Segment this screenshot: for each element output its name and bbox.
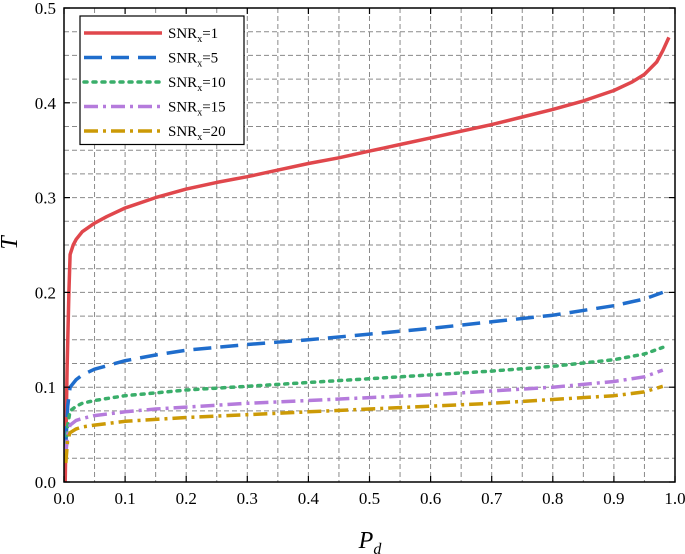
x-tick-label: 0.7 [481,489,503,508]
x-tick-label: 0.3 [237,489,258,508]
x-tick-label: 0.9 [603,489,624,508]
y-axis-title: T [0,235,23,250]
y-tick-label: 0.4 [35,94,57,113]
series-line-1 [63,36,671,483]
series-line-2 [64,290,664,445]
legend-label: SNRx=5 [168,51,218,70]
x-axis-title-sub: d [373,541,382,554]
x-tick-label: 0.2 [176,489,197,508]
y-tick-label: 0.1 [35,378,56,397]
legend-label: SNRx=15 [168,100,226,119]
legend-label: SNRx=1 [168,26,218,45]
x-tick-label: 0.5 [359,489,380,508]
grid [64,8,675,482]
y-tick-label: 0.2 [35,283,56,302]
legend-label: SNRx=20 [168,124,226,143]
legend-box [79,15,245,146]
x-tick-label: 0.6 [420,489,441,508]
series-line-3 [64,345,665,456]
series-line-4 [64,368,664,454]
x-axis-title: Pd [358,528,383,554]
y-tick-label: 0.5 [35,0,56,18]
legend-label: SNRx=10 [168,75,226,94]
x-axis-title-main: P [358,528,374,554]
x-tick-label: 0.4 [298,489,320,508]
series-line-5 [64,384,664,464]
legend: SNRx=1 SNRx=5 SNRx=10 SNRx=15 SNRx=20 [79,15,245,146]
y-tick-label: 0.3 [35,189,56,208]
series-lines [63,36,671,483]
x-tick-label: 0.8 [542,489,563,508]
y-tick-label: 0.0 [35,473,56,492]
x-tick-label: 1.0 [664,489,685,508]
axis-ticks: 0.0 0.1 0.2 0.3 0.4 0.5 0.6 0.7 0.8 0.9 1.0 0.0 0.1 0… [35,0,685,508]
x-tick-label: 0.0 [53,489,74,508]
x-tick-label: 0.1 [114,489,135,508]
